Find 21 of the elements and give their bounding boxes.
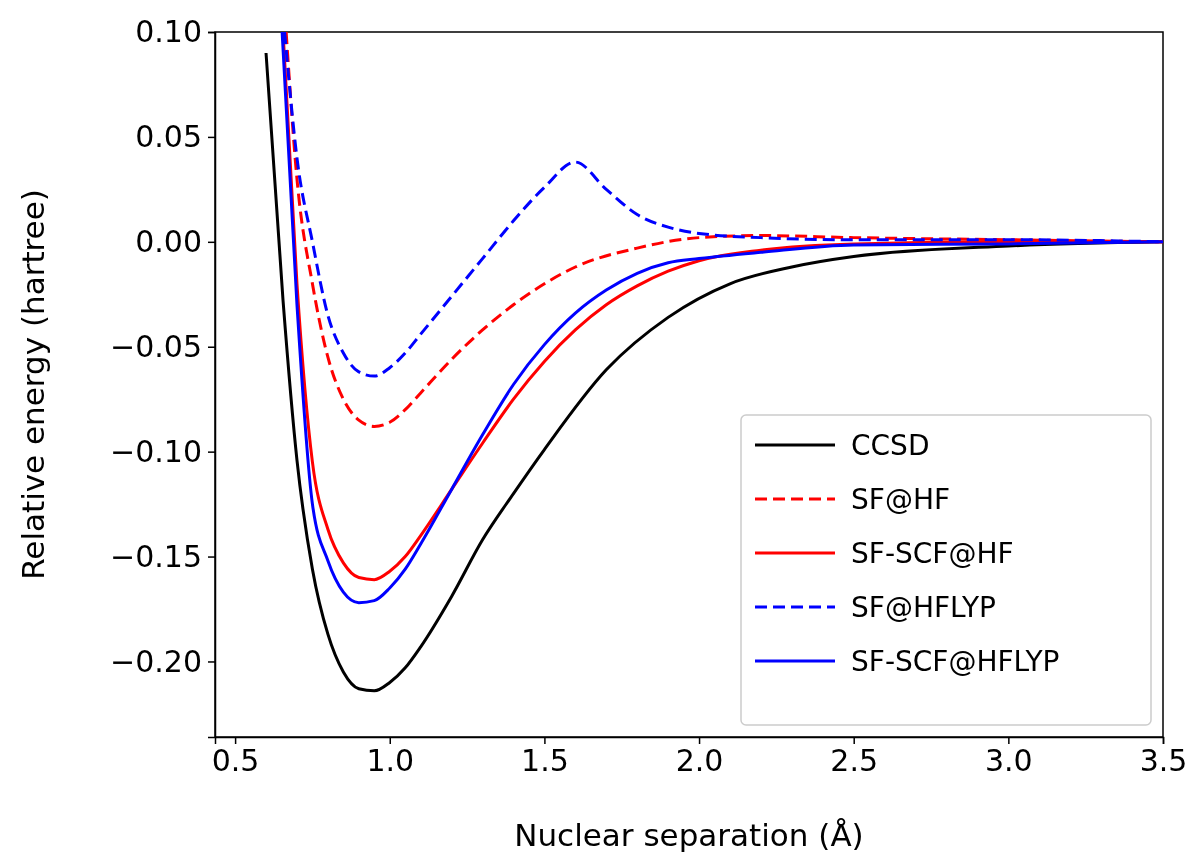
x-tick-label: 1.5 (521, 743, 569, 779)
x-tick-label: 2.5 (830, 743, 879, 779)
legend-label: SF@HF (851, 483, 951, 516)
x-tick-label: 3.0 (984, 743, 1033, 779)
x-tick-label: 2.0 (675, 743, 724, 779)
y-tick-label: −0.10 (110, 433, 202, 469)
legend-label: SF-SCF@HFLYP (851, 645, 1060, 678)
y-axis-title: Relative energy (hartree) (15, 189, 51, 580)
y-tick-label: −0.05 (110, 328, 202, 364)
x-tick-label: 3.5 (1139, 743, 1188, 779)
y-tick-label: 0.10 (135, 14, 202, 50)
legend-label: CCSD (851, 429, 930, 462)
legend-label: SF@HFLYP (851, 591, 996, 624)
legend-label: SF-SCF@HF (851, 537, 1014, 570)
y-tick-label: 0.00 (135, 223, 202, 259)
y-tick-label: −0.15 (110, 538, 202, 574)
y-tick-label: −0.20 (110, 643, 202, 679)
x-tick-label: 0.5 (211, 743, 260, 779)
x-tick-label: 1.0 (366, 743, 415, 779)
y-tick-label: 0.05 (135, 119, 202, 155)
x-axis-title: Nuclear separation (Å) (514, 817, 864, 853)
